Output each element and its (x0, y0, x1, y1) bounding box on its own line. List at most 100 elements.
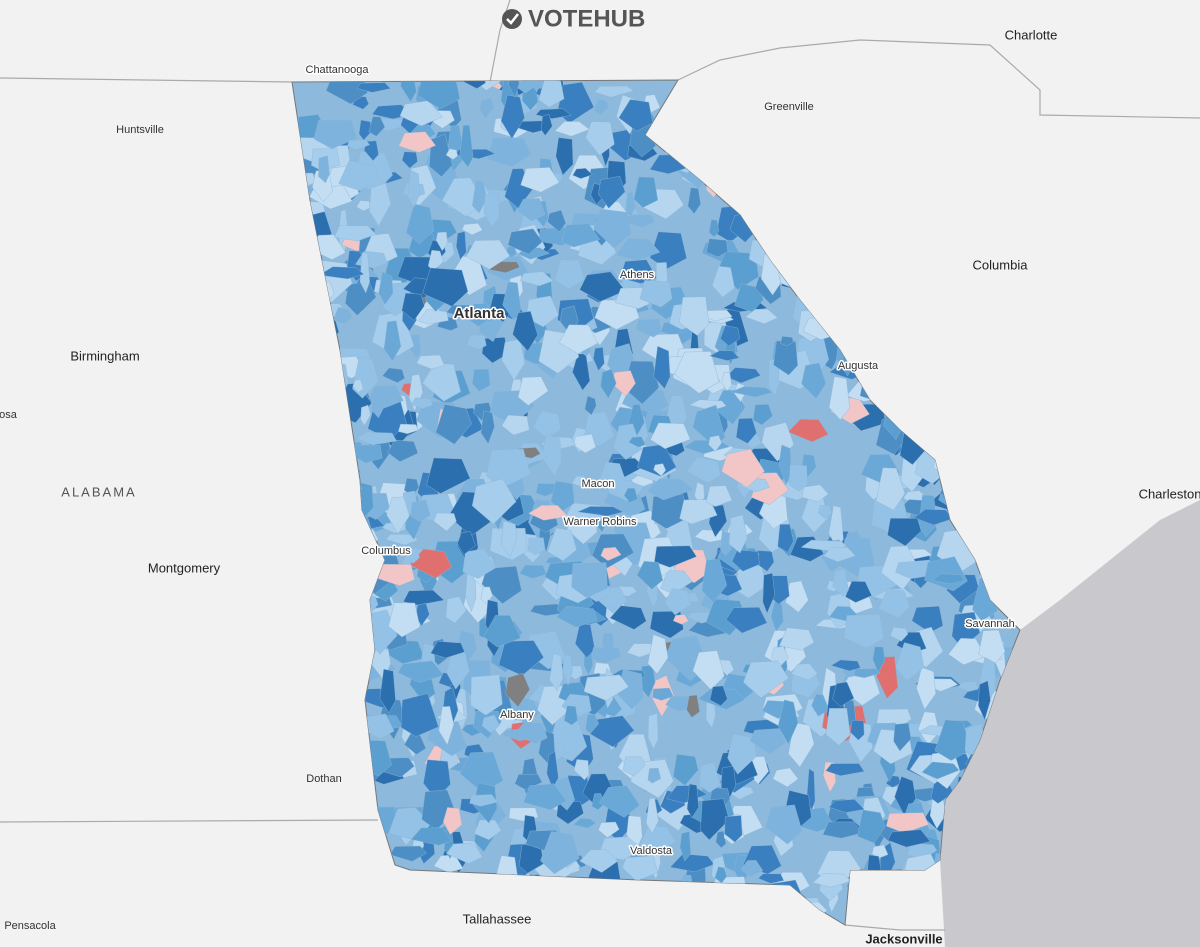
precinct (523, 783, 567, 811)
precinct (921, 344, 932, 379)
precinct (886, 80, 928, 115)
precinct (1013, 576, 1020, 619)
precinct (726, 883, 738, 910)
precinct (708, 219, 720, 238)
precinct (880, 157, 900, 175)
precinct (369, 182, 392, 227)
precinct (622, 855, 658, 882)
precinct (948, 190, 961, 215)
precinct (825, 763, 865, 777)
precinct (417, 309, 449, 325)
precinct (889, 626, 909, 642)
precinct (932, 420, 971, 461)
precinct (310, 802, 342, 832)
precinct (410, 397, 433, 409)
precinct (405, 203, 435, 245)
precinct (878, 588, 911, 618)
precinct (356, 82, 391, 93)
precinct (335, 647, 362, 662)
precinct (292, 885, 318, 906)
precinct (1013, 332, 1020, 347)
precinct (1015, 602, 1020, 618)
precinct (914, 267, 942, 306)
city-label: Jacksonville (865, 931, 942, 946)
precinct (292, 298, 317, 334)
logo-icon (502, 9, 522, 29)
precinct (743, 139, 771, 156)
precinct (866, 303, 890, 327)
precinct (823, 547, 856, 562)
precinct (480, 410, 495, 445)
precinct (826, 86, 852, 99)
precinct (779, 627, 815, 651)
precinct (913, 508, 954, 526)
precinct (910, 124, 945, 150)
precinct (312, 849, 344, 873)
precinct (304, 618, 316, 650)
precinct (875, 467, 906, 511)
precinct (446, 304, 479, 318)
precinct (292, 602, 303, 613)
city-label: Albany (500, 709, 534, 721)
city-label: Athens (620, 269, 655, 281)
precinct (971, 301, 990, 336)
logo-check (506, 13, 519, 25)
precinct (887, 518, 922, 547)
precinct (512, 881, 533, 893)
precinct (879, 190, 920, 214)
precinct (704, 136, 723, 161)
precinct (700, 798, 730, 841)
precinct (743, 660, 789, 699)
precinct (398, 131, 437, 153)
city-label: Montgomery (148, 560, 221, 575)
precinct (379, 668, 396, 714)
precinct (505, 672, 531, 708)
precinct (328, 487, 353, 516)
precinct (688, 115, 700, 137)
precinct (292, 808, 314, 818)
precinct (840, 189, 877, 213)
precinct (728, 514, 748, 554)
precinct (961, 286, 974, 298)
precinct (778, 80, 812, 99)
precinct (301, 541, 333, 561)
precinct (653, 907, 684, 917)
precinct (765, 804, 803, 845)
precinct (618, 99, 654, 132)
precinct (519, 271, 554, 287)
precinct (686, 694, 700, 718)
precinct (622, 756, 646, 777)
precinct (332, 306, 353, 325)
city-label: Huntsville (116, 124, 164, 136)
precinct (932, 573, 965, 585)
precinct (686, 99, 716, 140)
precinct (292, 301, 307, 330)
precinct (299, 611, 330, 628)
precinct (426, 889, 458, 915)
precinct (339, 629, 361, 656)
precinct (905, 82, 938, 120)
precinct (995, 187, 1020, 206)
precinct (973, 341, 1013, 353)
precinct (471, 478, 517, 525)
precinct (801, 84, 832, 96)
precinct (921, 197, 949, 208)
precinct (498, 640, 544, 676)
precinct (312, 719, 335, 744)
precinct (625, 191, 636, 217)
precinct (791, 156, 816, 175)
precinct (993, 348, 1018, 373)
precinct (886, 247, 902, 291)
precinct (762, 170, 786, 207)
precinct (654, 545, 697, 568)
precinct (501, 414, 530, 436)
precinct (292, 347, 305, 380)
precinct (832, 290, 867, 302)
precinct (884, 389, 905, 420)
precinct (830, 659, 861, 672)
precinct (902, 221, 941, 245)
city-label: Dothan (306, 773, 341, 785)
precinct (870, 239, 891, 258)
precinct (822, 821, 863, 839)
